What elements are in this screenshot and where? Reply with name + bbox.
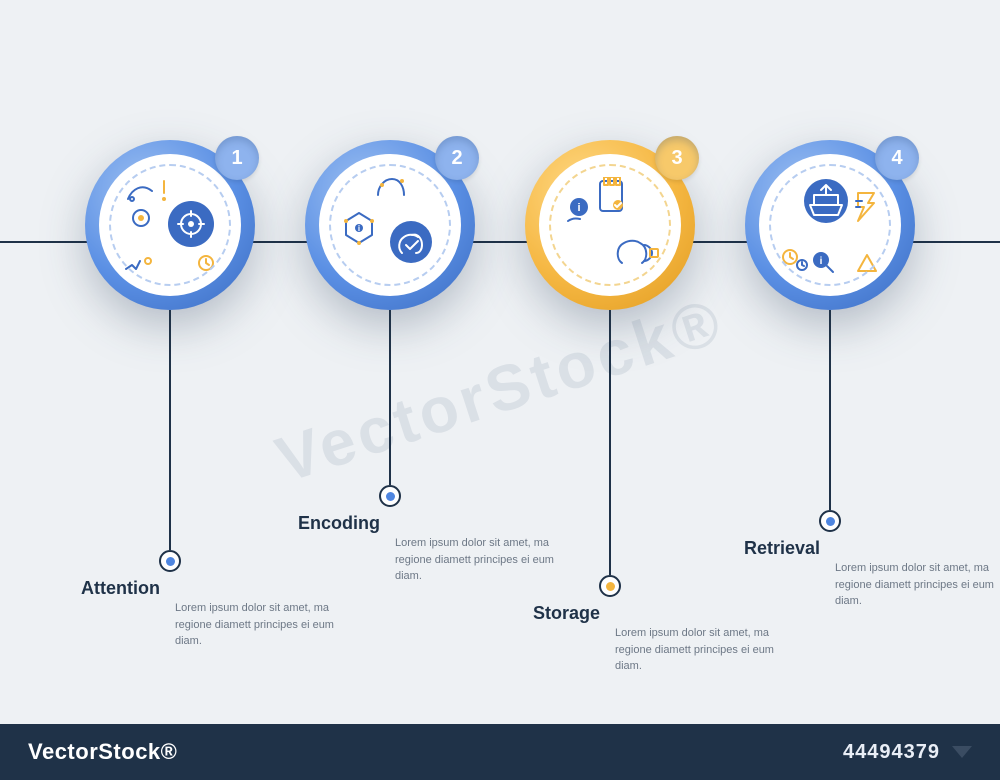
connector-dot [379, 485, 401, 507]
step-body: Lorem ipsum dolor sit amet, ma regione d… [395, 535, 565, 585]
medallion-dashed-ring [769, 164, 891, 286]
footer-sku: 44494379 [843, 741, 940, 764]
medallion: i 3 [525, 140, 695, 310]
footer-bar: VectorStock® 44494379 [0, 724, 1000, 780]
footer-brand: VectorStock® [28, 739, 177, 765]
step-title: Retrieval [744, 538, 820, 559]
step-body: Lorem ipsum dolor sit amet, ma regione d… [615, 625, 785, 675]
connector-dot-inner [606, 582, 615, 591]
medallion: i 4 [745, 140, 915, 310]
step-body: Lorem ipsum dolor sit amet, ma regione d… [175, 600, 345, 650]
infographic-stage: VectorStock® 1 Attention Lorem ipsum dol… [0, 0, 1000, 780]
step-attention: 1 Attention Lorem ipsum dolor sit amet, … [70, 140, 270, 310]
footer-arrow-icon [952, 746, 972, 758]
connector-dot [599, 575, 621, 597]
connector-dot-inner [166, 557, 175, 566]
step-title: Encoding [298, 513, 380, 534]
step-number-badge: 1 [215, 136, 259, 180]
connector-stem [169, 310, 171, 550]
connector-dot-inner [826, 517, 835, 526]
step-number-badge: 3 [655, 136, 699, 180]
medallion: 1 [85, 140, 255, 310]
connector-dot-inner [386, 492, 395, 501]
step-title: Attention [81, 578, 160, 599]
medallion-dashed-ring [549, 164, 671, 286]
step-storage: i 3 Storage Lorem ipsum dolor sit amet, … [510, 140, 710, 310]
medallion: i 2 [305, 140, 475, 310]
connector-dot [819, 510, 841, 532]
step-body: Lorem ipsum dolor sit amet, ma regione d… [835, 560, 1000, 610]
step-encoding: i 2 Encoding Lorem ipsum dolor sit amet,… [290, 140, 490, 310]
step-number-badge: 2 [435, 136, 479, 180]
connector-stem [829, 310, 831, 510]
step-title: Storage [533, 603, 600, 624]
watermark: VectorStock® [267, 283, 732, 497]
steps-row: 1 Attention Lorem ipsum dolor sit amet, … [70, 140, 930, 310]
connector-stem [609, 310, 611, 575]
medallion-dashed-ring [109, 164, 231, 286]
connector-stem [389, 310, 391, 485]
step-retrieval: i 4 Retrieval Lorem ipsum dolor sit amet… [730, 140, 930, 310]
step-number-badge: 4 [875, 136, 919, 180]
connector-dot [159, 550, 181, 572]
medallion-dashed-ring [329, 164, 451, 286]
